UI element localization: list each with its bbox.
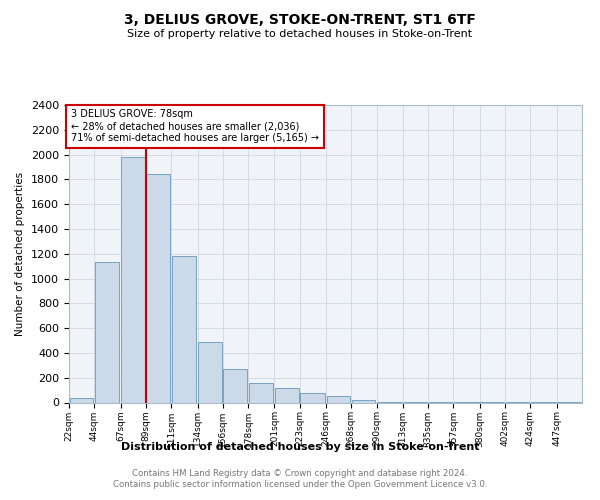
- Y-axis label: Number of detached properties: Number of detached properties: [16, 172, 25, 336]
- Bar: [275, 388, 299, 402]
- Bar: [121, 157, 145, 402]
- Text: Contains HM Land Registry data © Crown copyright and database right 2024.: Contains HM Land Registry data © Crown c…: [132, 469, 468, 478]
- Text: Contains public sector information licensed under the Open Government Licence v3: Contains public sector information licen…: [113, 480, 487, 489]
- Bar: [223, 369, 247, 402]
- Bar: [70, 398, 93, 402]
- Bar: [95, 262, 119, 402]
- Text: 3, DELIUS GROVE, STOKE-ON-TRENT, ST1 6TF: 3, DELIUS GROVE, STOKE-ON-TRENT, ST1 6TF: [124, 12, 476, 26]
- Bar: [248, 382, 273, 402]
- Text: Distribution of detached houses by size in Stoke-on-Trent: Distribution of detached houses by size …: [121, 442, 479, 452]
- Text: Size of property relative to detached houses in Stoke-on-Trent: Size of property relative to detached ho…: [127, 29, 473, 39]
- Bar: [352, 400, 376, 402]
- Bar: [326, 396, 350, 402]
- Bar: [172, 256, 196, 402]
- Text: 3 DELIUS GROVE: 78sqm
← 28% of detached houses are smaller (2,036)
71% of semi-d: 3 DELIUS GROVE: 78sqm ← 28% of detached …: [71, 110, 319, 142]
- Bar: [198, 342, 221, 402]
- Bar: [146, 174, 170, 402]
- Bar: [300, 392, 325, 402]
